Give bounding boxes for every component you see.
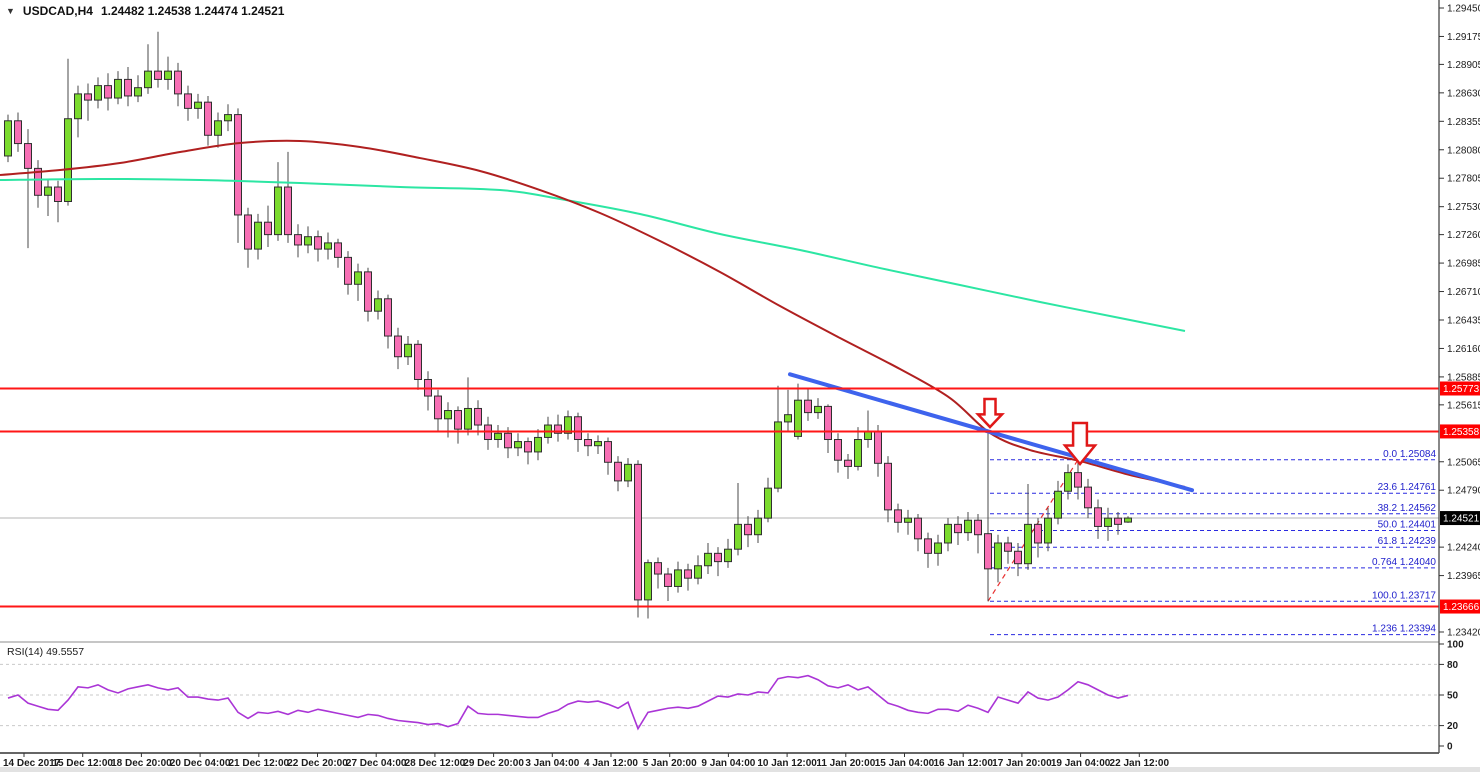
- svg-text:38.2 1.24562: 38.2 1.24562: [1378, 503, 1437, 514]
- svg-text:1.24521: 1.24521: [1443, 514, 1480, 525]
- svg-text:80: 80: [1447, 660, 1459, 671]
- collapse-chart-icon[interactable]: ▼: [6, 6, 15, 16]
- svg-text:1.27805: 1.27805: [1447, 174, 1480, 185]
- svg-text:0.0 1.25084: 0.0 1.25084: [1383, 449, 1436, 460]
- rsi-indicator-label: RSI(14) 49.5557: [7, 646, 85, 658]
- svg-text:15 Dec 12:00: 15 Dec 12:00: [52, 758, 113, 769]
- price-axis[interactable]: 1.29450 1.29175 1.28905 1.28630 1.28355 1.280…: [1439, 4, 1480, 639]
- svg-text:15 Jan 04:00: 15 Jan 04:00: [875, 758, 935, 769]
- fibonacci-retracement[interactable]: 0.0 1.25084 23.6 1.24761 38.2 1.24562 50.0 …: [990, 449, 1438, 636]
- svg-text:18 Dec 20:00: 18 Dec 20:00: [111, 758, 172, 769]
- svg-text:28 Dec 12:00: 28 Dec 12:00: [405, 758, 466, 769]
- svg-text:20: 20: [1447, 721, 1459, 732]
- svg-text:1.26985: 1.26985: [1447, 259, 1480, 270]
- svg-text:1.28630: 1.28630: [1447, 88, 1480, 99]
- svg-text:22 Jan 12:00: 22 Jan 12:00: [1110, 758, 1170, 769]
- svg-text:1.24240: 1.24240: [1447, 543, 1480, 554]
- svg-text:100.0 1.23717: 100.0 1.23717: [1372, 590, 1436, 601]
- svg-text:1.24790: 1.24790: [1447, 486, 1480, 497]
- price-level-badges: 1.25773 1.25358 1.23666 1.24521: [1440, 381, 1480, 614]
- svg-text:1.26435: 1.26435: [1447, 315, 1480, 326]
- svg-text:29 Dec 20:00: 29 Dec 20:00: [463, 758, 524, 769]
- window-bottom-strip: [0, 767, 1480, 772]
- fibonacci-diagonal-line[interactable]: [987, 459, 1079, 602]
- svg-text:16 Jan 12:00: 16 Jan 12:00: [933, 758, 993, 769]
- rsi-line: [7, 674, 1129, 731]
- down-arrow-icon-2[interactable]: [1062, 421, 1098, 466]
- moving-average-fast-line: [0, 139, 1186, 488]
- svg-text:20 Dec 04:00: 20 Dec 04:00: [170, 758, 231, 769]
- svg-text:19 Jan 04:00: 19 Jan 04:00: [1051, 758, 1111, 769]
- svg-text:1.23420: 1.23420: [1447, 627, 1480, 638]
- down-arrow-icon-1[interactable]: [975, 397, 1005, 429]
- horizontal-levels[interactable]: [0, 387, 1439, 608]
- svg-text:1.25885: 1.25885: [1447, 372, 1480, 383]
- svg-text:22 Dec 20:00: 22 Dec 20:00: [287, 758, 348, 769]
- svg-text:27 Dec 04:00: 27 Dec 04:00: [346, 758, 407, 769]
- svg-text:1.25773: 1.25773: [1443, 384, 1480, 395]
- svg-text:23.6 1.24761: 23.6 1.24761: [1378, 482, 1437, 493]
- svg-text:1.25358: 1.25358: [1443, 427, 1480, 438]
- sell-arrows[interactable]: [975, 397, 1098, 466]
- svg-text:10 Jan 12:00: 10 Jan 12:00: [757, 758, 817, 769]
- svg-text:1.28905: 1.28905: [1447, 60, 1480, 71]
- svg-text:50.0 1.24401: 50.0 1.24401: [1378, 519, 1437, 530]
- svg-text:4 Jan 12:00: 4 Jan 12:00: [584, 758, 638, 769]
- svg-text:3 Jan 04:00: 3 Jan 04:00: [525, 758, 579, 769]
- svg-text:1.25615: 1.25615: [1447, 400, 1480, 411]
- svg-text:1.236 1.23394: 1.236 1.23394: [1372, 624, 1436, 635]
- svg-text:100: 100: [1447, 640, 1464, 651]
- ohlc-values: 1.24482 1.24538 1.24474 1.24521: [100, 4, 285, 18]
- svg-text:5 Jan 20:00: 5 Jan 20:00: [643, 758, 697, 769]
- svg-text:1.26160: 1.26160: [1447, 344, 1480, 355]
- chart-title-bar[interactable]: ▼ USDCAD,H4 1.24482 1.24538 1.24474 1.24…: [6, 4, 284, 18]
- svg-text:1.23666: 1.23666: [1443, 602, 1480, 613]
- rsi-scale[interactable]: 100 80 50 20 0: [1439, 640, 1464, 753]
- svg-text:9 Jan 04:00: 9 Jan 04:00: [701, 758, 755, 769]
- svg-text:1.27530: 1.27530: [1447, 202, 1480, 213]
- svg-text:1.28355: 1.28355: [1447, 117, 1480, 128]
- svg-text:1.25065: 1.25065: [1447, 457, 1480, 468]
- svg-text:17 Jan 20:00: 17 Jan 20:00: [992, 758, 1052, 769]
- svg-text:11 Jan 20:00: 11 Jan 20:00: [816, 758, 875, 769]
- svg-text:14 Dec 2017: 14 Dec 2017: [3, 758, 61, 769]
- svg-text:0: 0: [1447, 742, 1453, 753]
- svg-text:50: 50: [1447, 691, 1459, 702]
- symbol-period-label: USDCAD,H4: [22, 4, 93, 18]
- svg-text:21 Dec 12:00: 21 Dec 12:00: [228, 758, 289, 769]
- moving-average-slow-line: [0, 177, 1186, 332]
- svg-text:1.27260: 1.27260: [1447, 230, 1480, 241]
- svg-text:1.29450: 1.29450: [1447, 4, 1480, 15]
- svg-text:0.764 1.24040: 0.764 1.24040: [1372, 557, 1436, 568]
- svg-text:61.8 1.24239: 61.8 1.24239: [1378, 536, 1437, 547]
- svg-text:1.29175: 1.29175: [1447, 32, 1480, 43]
- svg-text:1.26710: 1.26710: [1447, 287, 1480, 298]
- svg-text:1.28080: 1.28080: [1447, 145, 1480, 156]
- svg-text:1.23965: 1.23965: [1447, 571, 1480, 582]
